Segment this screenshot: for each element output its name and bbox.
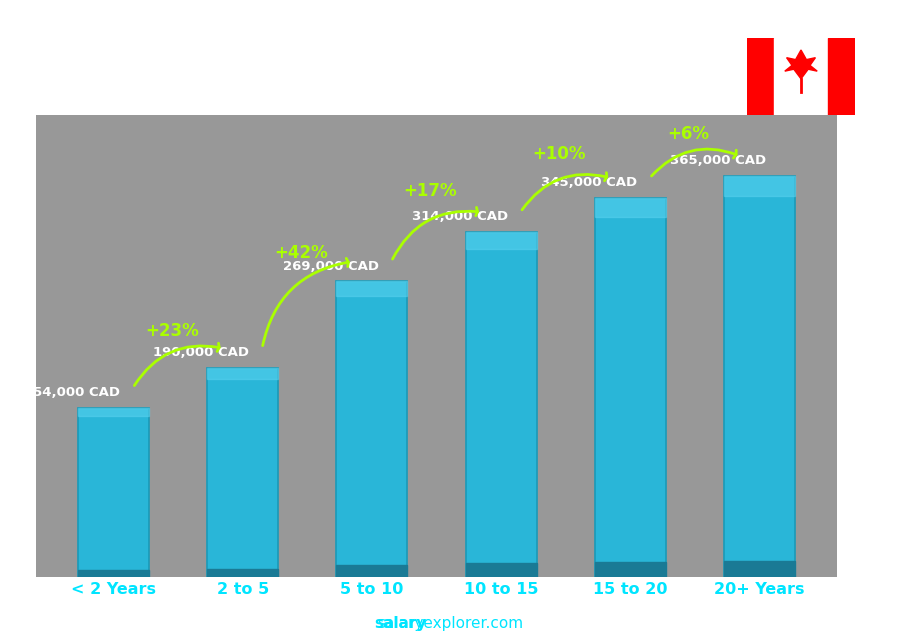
Text: 154,000 CAD: 154,000 CAD xyxy=(24,386,121,399)
Text: 190,000 CAD: 190,000 CAD xyxy=(153,346,249,360)
Bar xyxy=(724,561,795,577)
Text: salaryexplorer.com: salaryexplorer.com xyxy=(377,617,523,631)
Bar xyxy=(465,232,536,249)
Bar xyxy=(774,38,828,115)
Bar xyxy=(78,408,149,416)
Text: 269,000 CAD: 269,000 CAD xyxy=(283,260,379,272)
Text: +17%: +17% xyxy=(403,181,457,199)
Text: salary: salary xyxy=(374,617,427,631)
Bar xyxy=(337,565,408,577)
Bar xyxy=(465,232,536,577)
Bar xyxy=(207,368,278,379)
Text: Average Yearly Salary: Average Yearly Salary xyxy=(863,260,874,381)
Bar xyxy=(595,198,666,577)
Text: +6%: +6% xyxy=(668,125,709,143)
Bar xyxy=(595,562,666,577)
Text: 365,000 CAD: 365,000 CAD xyxy=(670,154,766,167)
Bar xyxy=(337,281,408,296)
Text: Infection Control Practitioner: Infection Control Practitioner xyxy=(36,93,317,112)
Bar xyxy=(78,570,149,577)
Bar xyxy=(207,368,278,577)
Text: Salary Comparison By Experience: Salary Comparison By Experience xyxy=(36,45,612,74)
Bar xyxy=(724,176,795,577)
Polygon shape xyxy=(785,50,817,79)
Bar xyxy=(465,563,536,577)
Bar xyxy=(78,408,149,577)
Text: +23%: +23% xyxy=(145,322,199,340)
Text: +42%: +42% xyxy=(274,244,328,262)
Bar xyxy=(337,281,408,577)
Text: 345,000 CAD: 345,000 CAD xyxy=(541,176,637,189)
Bar xyxy=(828,38,855,115)
Bar xyxy=(595,198,666,217)
Bar xyxy=(724,176,795,196)
Bar xyxy=(747,38,774,115)
Text: +10%: +10% xyxy=(533,146,586,163)
Text: 314,000 CAD: 314,000 CAD xyxy=(411,210,508,223)
Bar xyxy=(207,569,278,577)
